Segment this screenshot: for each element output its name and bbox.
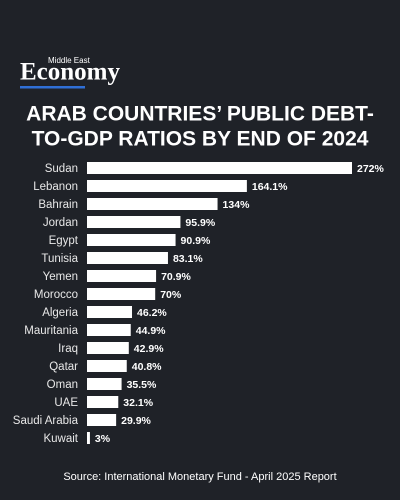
category-label: UAE — [54, 397, 78, 409]
logo-underline — [20, 86, 85, 89]
category-label: Kuwait — [43, 433, 78, 445]
category-label: Qatar — [49, 361, 78, 373]
chart-title: TO-GDP RATIOS BY END OF 2024 — [32, 128, 369, 151]
bar — [87, 216, 181, 228]
category-label: Egypt — [49, 235, 79, 247]
bar — [87, 432, 90, 444]
value-label: 90.9% — [181, 235, 211, 247]
bar — [87, 288, 156, 300]
category-label: Mauritania — [24, 325, 78, 337]
bar — [87, 252, 168, 264]
bar — [87, 396, 119, 408]
bar — [87, 180, 247, 192]
value-label: 3% — [95, 433, 111, 445]
category-label: Morocco — [34, 289, 78, 301]
bar — [87, 306, 133, 318]
bar — [87, 162, 352, 174]
logo-top: Middle East — [48, 56, 91, 65]
category-label: Tunisia — [41, 253, 78, 265]
value-label: 44.9% — [136, 325, 166, 337]
value-label: 40.8% — [132, 361, 162, 373]
value-label: 164.1% — [252, 181, 288, 193]
logo-name: Economy — [20, 59, 121, 86]
bar — [87, 324, 131, 336]
category-label: Yemen — [43, 271, 78, 283]
category-label: Bahrain — [38, 199, 78, 211]
bar — [87, 270, 157, 282]
bar — [87, 414, 117, 426]
bar — [87, 234, 176, 246]
category-label: Oman — [47, 379, 78, 391]
category-label: Saudi Arabia — [13, 415, 79, 427]
category-label: Sudan — [45, 163, 78, 175]
value-label: 29.9% — [121, 415, 151, 427]
bar — [87, 378, 122, 390]
value-label: 70% — [160, 289, 182, 301]
value-label: 134% — [223, 199, 251, 211]
value-label: 272% — [357, 163, 385, 175]
category-label: Lebanon — [33, 181, 78, 193]
category-label: Jordan — [43, 217, 78, 229]
value-label: 83.1% — [173, 253, 203, 265]
value-label: 46.2% — [137, 307, 167, 319]
category-label: Iraq — [58, 343, 78, 355]
chart-title: ARAB COUNTRIES’ PUBLIC DEBT- — [26, 103, 374, 126]
value-label: 95.9% — [185, 217, 215, 229]
value-label: 70.9% — [161, 271, 191, 283]
value-label: 42.9% — [134, 343, 164, 355]
bar — [87, 342, 129, 354]
bar — [87, 360, 127, 372]
value-label: 32.1% — [123, 397, 153, 409]
bar — [87, 198, 218, 210]
value-label: 35.5% — [127, 379, 157, 391]
source: Source: International Monetary Fund - Ap… — [63, 471, 336, 483]
category-label: Algeria — [42, 307, 78, 319]
